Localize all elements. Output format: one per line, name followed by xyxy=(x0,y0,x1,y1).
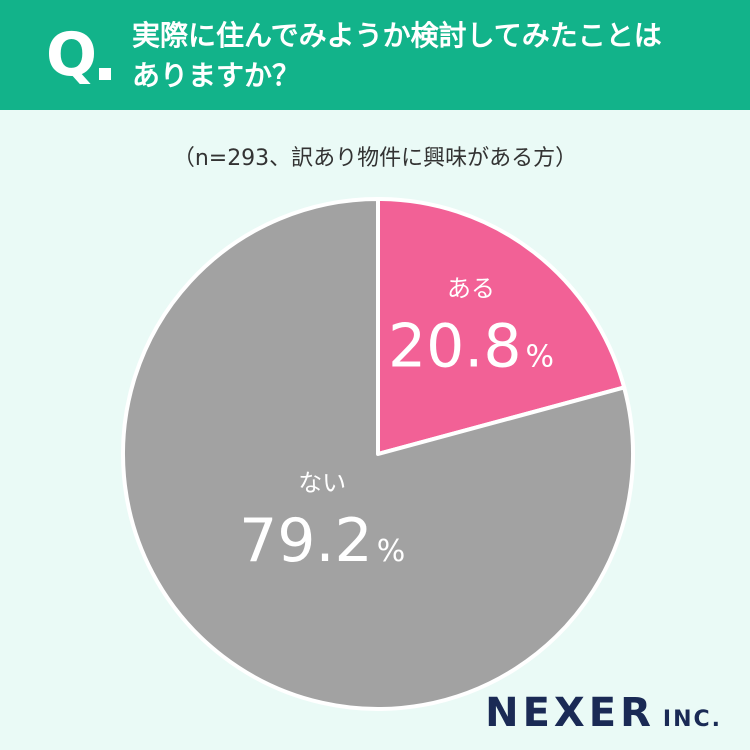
question-text: 実際に住んでみようか検討してみたことは ありますか？ xyxy=(132,16,732,96)
q-label: Q xyxy=(46,20,98,90)
q-dot xyxy=(99,68,111,80)
brand-name: NEXER xyxy=(485,690,655,736)
pie-slice-0 xyxy=(376,197,627,456)
slice-value-0: 20.8% xyxy=(388,312,554,382)
slice-label-1: ない xyxy=(298,469,346,497)
slice-label-0: ある xyxy=(447,275,495,303)
question-line-2: ありますか？ xyxy=(132,59,301,92)
sample-note: （n=293、訳あり物件に興味がある方） xyxy=(172,146,578,171)
question-line-1: 実際に住んでみようか検討してみたことは xyxy=(132,19,662,52)
slice-value-1: 79.2% xyxy=(239,506,405,576)
question-header: Q 実際に住んでみようか検討してみたことは ありますか？ xyxy=(0,0,750,110)
brand-suffix: INC. xyxy=(662,707,722,732)
pie-slice-1 xyxy=(121,197,635,711)
brand-logo: NEXER INC. xyxy=(485,690,722,736)
